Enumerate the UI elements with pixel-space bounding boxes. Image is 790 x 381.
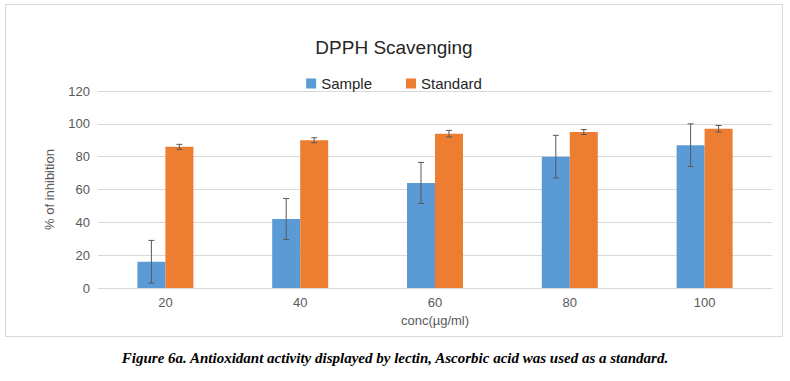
svg-text:% of inhibition: % of inhibition	[42, 149, 57, 230]
svg-text:20: 20	[76, 248, 90, 263]
svg-text:80: 80	[76, 149, 90, 164]
svg-text:Standard: Standard	[421, 75, 482, 92]
svg-text:120: 120	[68, 84, 90, 99]
svg-text:0: 0	[83, 281, 90, 296]
svg-text:100: 100	[68, 116, 90, 131]
svg-text:Sample: Sample	[321, 75, 372, 92]
svg-text:60: 60	[76, 182, 90, 197]
svg-text:40: 40	[76, 215, 90, 230]
svg-text:100: 100	[694, 295, 716, 310]
html-text:Figure 6a. Antioxidant activit: Figure 6a. Antioxidant activity displaye…	[121, 350, 669, 366]
svg-text:DPPH Scavenging: DPPH Scavenging	[315, 37, 472, 58]
svg-text:20: 20	[158, 295, 172, 310]
svg-text:80: 80	[563, 295, 577, 310]
svg-text:60: 60	[428, 295, 442, 310]
svg-text:40: 40	[293, 295, 307, 310]
svg-text:conc(µg/ml): conc(µg/ml)	[401, 313, 469, 328]
